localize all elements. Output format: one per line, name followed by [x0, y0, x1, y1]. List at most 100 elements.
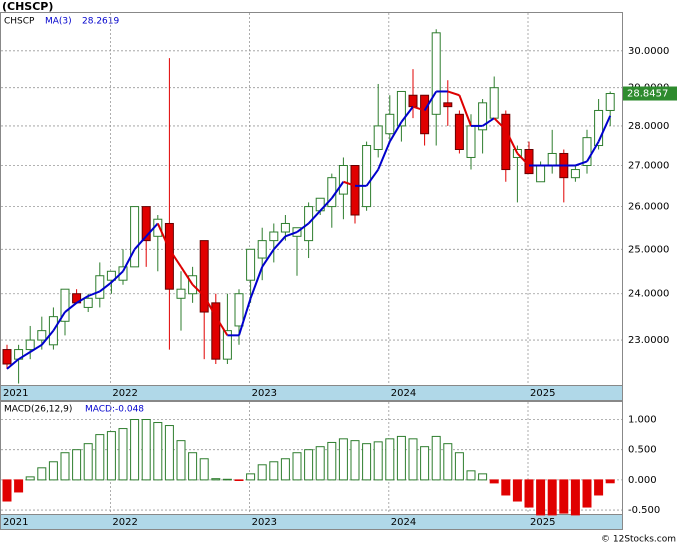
- ma-line: [319, 197, 333, 212]
- candle-body: [408, 94, 418, 108]
- macd-bar: [512, 479, 522, 502]
- candle-body: [25, 339, 35, 351]
- macd-bar: [536, 479, 546, 516]
- y-tick-label: 27.0000: [628, 161, 669, 172]
- candle-body: [106, 270, 116, 281]
- ma-line: [110, 270, 124, 284]
- candle-body: [257, 240, 267, 259]
- ma-line: [87, 290, 101, 297]
- candle-body: [536, 165, 546, 183]
- candle-body: [431, 32, 441, 115]
- macd-bar: [257, 464, 267, 481]
- macd-bar: [338, 438, 348, 481]
- last-price-box: [623, 86, 677, 101]
- macd-bar: [547, 479, 557, 516]
- candle-body: [547, 152, 557, 167]
- y-tick-label: 0.000: [628, 475, 657, 486]
- macd-bar: [350, 440, 360, 481]
- macd-bar: [269, 461, 279, 481]
- ma-line: [597, 115, 612, 142]
- ma-line: [249, 266, 264, 299]
- ma-line: [504, 129, 519, 154]
- legend-ma-value: 28.2619: [82, 17, 119, 27]
- last-price-label: 28.8457: [627, 89, 668, 100]
- x-tick-label: 2023: [252, 517, 277, 528]
- macd-bar: [594, 479, 604, 496]
- ma-line: [214, 316, 229, 336]
- candle-body: [362, 145, 372, 208]
- y-tick-label: 0.500: [628, 445, 657, 456]
- candle-body: [338, 165, 348, 195]
- candle-body: [466, 125, 476, 158]
- macd-bar: [60, 452, 70, 481]
- candle-body: [164, 222, 174, 290]
- macd-bar: [373, 441, 383, 481]
- candle-body: [443, 102, 453, 108]
- ma-line: [133, 235, 147, 250]
- x-tick-label: 2022: [112, 517, 137, 528]
- y-tick-label: 30.0000: [628, 46, 669, 57]
- ma-line: [377, 141, 391, 170]
- candle-body: [478, 102, 488, 131]
- macd-bar: [362, 443, 372, 481]
- macd-bar: [524, 479, 534, 508]
- ma-line: [285, 231, 298, 238]
- macd-bar: [304, 449, 314, 481]
- x-tick-label: 2022: [112, 388, 137, 399]
- macd-bar: [443, 443, 453, 481]
- macd-bar: [280, 458, 290, 481]
- ma-line: [99, 281, 113, 293]
- ma-line: [238, 297, 252, 336]
- ma-line: [400, 106, 414, 123]
- candle-body: [582, 137, 592, 167]
- macd-bar: [118, 428, 128, 481]
- legend-symbol: CHSCP: [4, 17, 35, 27]
- ma-line: [296, 222, 310, 233]
- macd-bar: [25, 476, 35, 481]
- macd-bar: [234, 479, 244, 481]
- ma-line: [330, 181, 345, 199]
- ma-line: [122, 248, 136, 272]
- macd-bar: [454, 452, 464, 481]
- macd-bar: [582, 479, 592, 508]
- macd-bar: [315, 446, 325, 481]
- candle-body: [222, 330, 232, 360]
- macd-bar: [14, 479, 24, 493]
- candle-body: [396, 90, 406, 127]
- candle-body: [570, 169, 580, 179]
- macd-bar: [396, 435, 406, 481]
- macd-value: MACD:-0.048: [85, 405, 144, 415]
- macd-bar: [164, 425, 174, 481]
- candle-body: [2, 349, 12, 365]
- macd-bar: [95, 434, 105, 481]
- x-tick-label: 2021: [3, 517, 28, 528]
- candle-body: [246, 248, 256, 281]
- candle-body: [605, 93, 615, 111]
- ma-line: [203, 295, 217, 318]
- macd-bar: [246, 473, 256, 481]
- candle-body: [130, 206, 140, 268]
- candle-body: [489, 87, 499, 119]
- ma-line: [52, 311, 66, 332]
- macd-bar: [327, 441, 337, 481]
- candle-body: [501, 113, 511, 171]
- macd-bar: [466, 470, 476, 481]
- macd-bar: [489, 479, 499, 484]
- macd-bar: [176, 440, 186, 481]
- macd-bar: [106, 431, 116, 481]
- ma-line: [458, 94, 472, 127]
- macd-bar: [130, 419, 140, 481]
- ma-line: [156, 223, 171, 250]
- macd-bar: [37, 467, 47, 481]
- candle-body: [420, 94, 430, 135]
- macd-bar: [501, 479, 511, 496]
- candle-body: [280, 222, 290, 233]
- macd-title: MACD(26,12,9): [4, 405, 72, 415]
- candle-body: [199, 240, 209, 313]
- candle-body: [454, 113, 464, 150]
- ma-line: [388, 121, 403, 143]
- macd-bar: [431, 435, 441, 481]
- macd-bar: [478, 473, 488, 481]
- candle-body: [60, 288, 70, 322]
